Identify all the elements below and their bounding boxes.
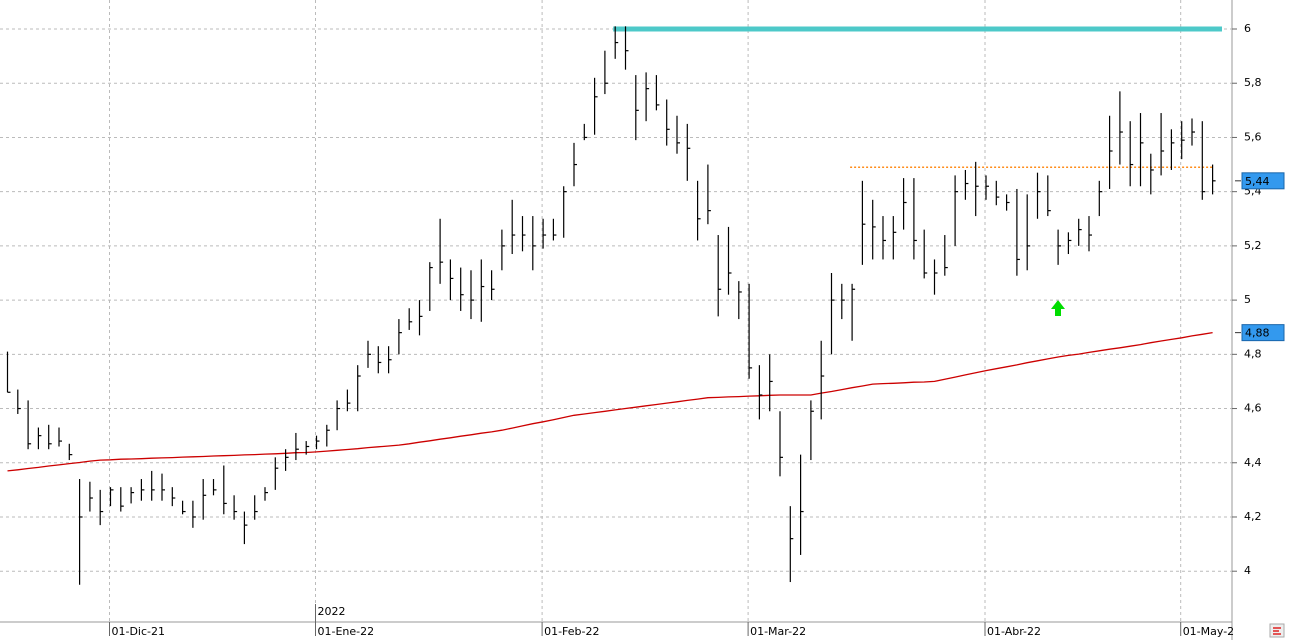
y-tick-label: 4,8 <box>1244 347 1262 360</box>
y-tick-label: 4,4 <box>1244 456 1262 469</box>
price-tag <box>1241 172 1285 190</box>
x-tick-label: 01-May-2 <box>1183 625 1234 638</box>
x-tick-label: 01-Ene-22 <box>318 625 375 638</box>
x-tick-label: 01-Dic-21 <box>112 625 166 638</box>
price-tag <box>1241 324 1285 342</box>
signal-arrow <box>1051 300 1065 316</box>
y-tick-label: 4,6 <box>1244 402 1262 415</box>
y-tick-label: 5 <box>1244 293 1251 306</box>
y-tick-label: 4,2 <box>1244 510 1262 523</box>
corner-icon <box>1269 623 1285 638</box>
y-tick-label: 4 <box>1244 564 1251 577</box>
x-tick-label: 01-Feb-22 <box>544 625 599 638</box>
y-tick-label: 5,2 <box>1244 239 1262 252</box>
price-tag-label: 5,44 <box>1245 175 1270 188</box>
y-tick-label: 6 <box>1244 22 1251 35</box>
x-tick-label: 01-Abr-22 <box>987 625 1041 638</box>
moving-average <box>7 331 1213 472</box>
y-tick-label: 5,6 <box>1244 130 1262 143</box>
y-tick-label: 5,8 <box>1244 76 1262 89</box>
x-tick-label: 01-Mar-22 <box>750 625 806 638</box>
year-label: 2022 <box>318 605 346 618</box>
price-tag-label: 4,88 <box>1245 327 1270 340</box>
